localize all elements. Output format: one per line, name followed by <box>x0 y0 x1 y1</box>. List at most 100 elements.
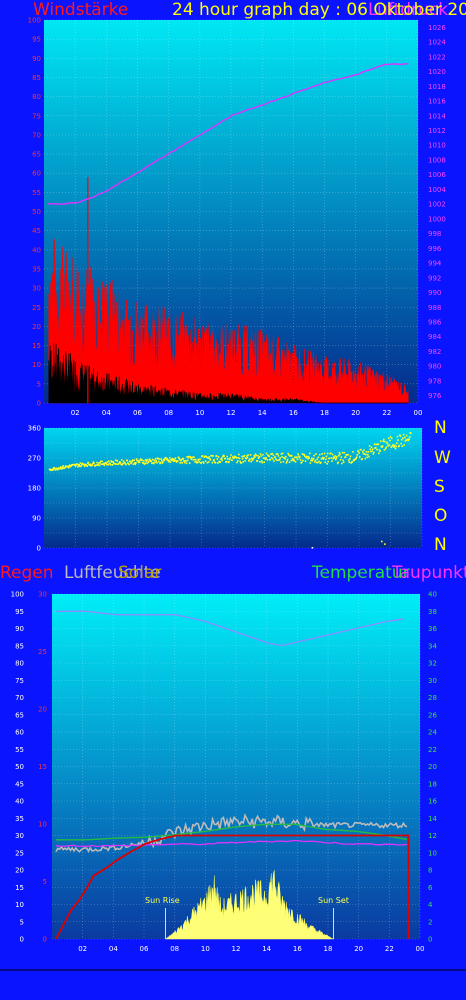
wind-direction-point <box>369 449 371 451</box>
wind-direction-point <box>368 451 370 453</box>
wind-direction-point <box>334 455 336 457</box>
wind-direction-point <box>325 459 327 461</box>
humidity-tick-label: 55 <box>15 746 24 754</box>
temperature-tick-label: 6 <box>428 884 433 892</box>
humidity-tick-label: 15 <box>15 884 24 892</box>
wind-direction-point <box>93 463 95 465</box>
wind-direction-point <box>365 454 367 456</box>
wind-direction-point <box>80 466 82 468</box>
temperature-tick-label: 34 <box>428 642 437 650</box>
wind-direction-point <box>268 456 270 458</box>
temperature-tick-label: 38 <box>428 608 437 616</box>
wind-direction-point <box>350 456 352 458</box>
wind-direction-point <box>80 462 82 464</box>
wind-direction-point <box>272 458 274 460</box>
wind-direction-point <box>230 454 232 456</box>
hour-tick-label-c: 22 <box>385 945 394 953</box>
hour-tick-label-c: 18 <box>324 945 333 953</box>
wind-direction-point <box>210 459 212 461</box>
hour-tick-label-a: 22 <box>382 409 391 417</box>
wind-direction-point <box>215 462 217 464</box>
wind-direction-point <box>305 460 307 462</box>
wind-direction-point <box>318 461 320 463</box>
wind-direction-point <box>279 457 281 459</box>
wind-direction-point <box>187 460 189 462</box>
wind-direction-point <box>233 458 235 460</box>
rain-tick-label: 25 <box>38 648 47 656</box>
wind-direction-point <box>229 459 231 461</box>
hour-tick-label-a: 18 <box>320 409 329 417</box>
hour-tick-label-c: 08 <box>170 945 179 953</box>
wind-direction-point <box>221 457 223 459</box>
compass-north-top: N <box>434 418 447 438</box>
wind-direction-point <box>293 459 295 461</box>
wind-direction-point <box>400 443 402 445</box>
humidity-tick-label: 85 <box>15 642 24 650</box>
wind-direction-point <box>266 453 268 455</box>
hour-tick-label-c: 00 <box>416 945 425 953</box>
wind-direction-point <box>205 460 207 462</box>
wind-direction-point <box>336 456 338 458</box>
wind-direction-point <box>403 434 405 436</box>
wind-direction-point <box>319 454 321 456</box>
wind-direction-point <box>375 447 377 449</box>
wind-direction-point <box>373 452 375 454</box>
wind-direction-point <box>112 464 114 466</box>
wind-direction-point <box>237 460 239 462</box>
wind-direction-point <box>291 460 293 462</box>
windspeed-tick-label: 35 <box>32 265 41 273</box>
temperature-tick-label: 36 <box>428 625 437 633</box>
wind-direction-point <box>284 458 286 460</box>
wind-direction-point <box>125 464 127 466</box>
temperature-tick-label: 32 <box>428 660 437 668</box>
wind-direction-point <box>367 454 369 456</box>
wind-direction-point <box>385 448 387 450</box>
temperature-tick-label: 30 <box>428 677 437 685</box>
wind-direction-point <box>184 462 186 464</box>
wind-direction-point <box>404 437 406 439</box>
wind-direction-point <box>390 447 392 449</box>
pressure-tick-label: 1024 <box>428 39 446 47</box>
temperature-tick-label: 26 <box>428 711 437 719</box>
wind-direction-point <box>195 459 197 461</box>
wind-direction-point <box>239 458 241 460</box>
wind-direction-point <box>368 456 370 458</box>
wind-direction-point <box>241 456 243 458</box>
wind-direction-point <box>148 461 150 463</box>
wind-direction-point <box>283 461 285 463</box>
wind-direction-point <box>300 459 302 461</box>
wind-direction-point <box>170 461 172 463</box>
wind-direction-point <box>299 456 301 458</box>
wind-direction-point <box>340 459 342 461</box>
direction-tick-label: 180 <box>28 485 41 493</box>
compass-east: O <box>434 506 447 526</box>
pressure-tick-label: 986 <box>428 318 442 326</box>
wind-direction-point <box>212 462 214 464</box>
wind-direction-point <box>249 458 251 460</box>
wind-direction-point <box>281 456 283 458</box>
wind-direction-point <box>304 456 306 458</box>
wind-direction-point <box>154 462 156 464</box>
direction-tick-label: 90 <box>32 515 41 523</box>
temperature-tick-label: 18 <box>428 780 437 788</box>
wind-direction-point <box>332 454 334 456</box>
wind-direction-point <box>339 452 341 454</box>
wind-direction-point <box>329 458 331 460</box>
humidity-tick-label: 35 <box>15 815 24 823</box>
wind-direction-point <box>109 463 111 465</box>
wind-direction-point <box>409 436 411 438</box>
wind-direction-point <box>160 462 162 464</box>
wind-direction-point <box>55 469 57 471</box>
wind-direction-point <box>309 453 311 455</box>
wind-direction-point <box>225 458 227 460</box>
wind-direction-point <box>152 459 154 461</box>
wind-direction-point <box>201 462 203 464</box>
wind-direction-point <box>403 444 405 446</box>
humidity-tick-label: 0 <box>20 936 24 944</box>
wind-direction-point <box>258 456 260 458</box>
pressure-tick-label: 1004 <box>428 186 446 194</box>
wind-direction-point <box>115 463 117 465</box>
windspeed-tick-label: 90 <box>32 55 41 63</box>
wind-direction-point <box>236 457 238 459</box>
wind-direction-point <box>314 461 316 463</box>
